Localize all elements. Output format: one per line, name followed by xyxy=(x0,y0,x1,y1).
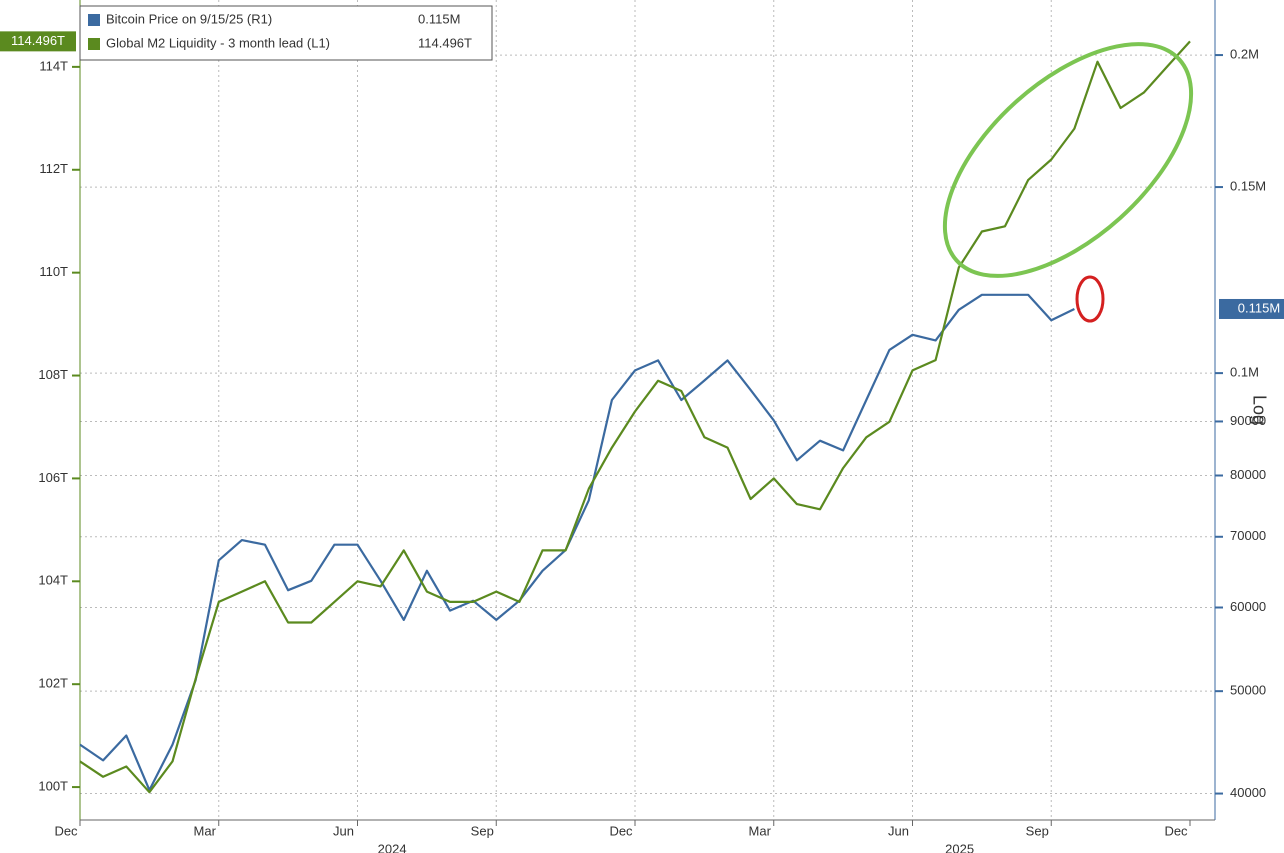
x-tick-label: Mar xyxy=(749,823,772,838)
legend-swatch xyxy=(88,14,100,26)
legend-label: Bitcoin Price on 9/15/25 (R1) xyxy=(106,11,272,26)
plot: 100T 102T 104T 106T 108T 110T 112T 114T 40000 500… xyxy=(0,31,1284,853)
y-tick-label: 110T xyxy=(39,264,68,279)
x-tick-label: Dec xyxy=(609,823,633,838)
x-tick-label: Dec xyxy=(54,823,78,838)
legend-swatch xyxy=(88,38,100,50)
y2-tick-label: 0.15M xyxy=(1230,179,1266,194)
y-tick-label: 106T xyxy=(38,470,68,485)
y2-tick-label: 0.1M xyxy=(1230,365,1259,380)
y-tick-label: 100T xyxy=(38,779,68,794)
highlight-ellipse xyxy=(942,42,1194,278)
last-value-label: 114.496T xyxy=(11,33,65,48)
y2-tick-label: 40000 xyxy=(1230,785,1266,800)
legend: Bitcoin Price on 9/15/25 (R1) 0.115M Globa… xyxy=(79,5,493,61)
series-line xyxy=(79,40,1191,794)
last-value-tag xyxy=(0,31,76,52)
x-tick-label: Sep xyxy=(471,823,494,838)
legend-box xyxy=(79,5,493,61)
y2-tick-label: 60000 xyxy=(1230,599,1266,614)
y2-tick-label: 90000 xyxy=(1230,413,1266,428)
legend-label: Global M2 Liquidity - 3 month lead (L1) xyxy=(106,35,330,50)
y-tick-label: 108T xyxy=(38,367,68,382)
highlight-circle xyxy=(1075,275,1105,323)
y-tick-label: 102T xyxy=(38,676,68,691)
y2-tick-label: 0.2M xyxy=(1230,47,1259,62)
y-tick-label: 112T xyxy=(39,161,68,176)
legend-value: 0.115M xyxy=(418,11,460,26)
last-value-tag xyxy=(1219,298,1284,319)
x-group-label: 2024 xyxy=(378,841,407,853)
last-value-label: 0.115M xyxy=(1238,300,1280,315)
legend-value: 114.496T xyxy=(418,35,472,50)
x-tick-label: Dec xyxy=(1164,823,1188,838)
y-tick-label: 104T xyxy=(38,573,68,588)
x-group-label: 2025 xyxy=(945,841,974,853)
y-tick-label: 114T xyxy=(39,58,68,73)
scale-label: Log xyxy=(1249,395,1269,425)
x-tick-label: Mar xyxy=(194,823,217,838)
y2-tick-label: 80000 xyxy=(1230,467,1266,482)
x-tick-label: Jun xyxy=(888,823,909,838)
y2-tick-label: 70000 xyxy=(1230,528,1266,543)
series-line xyxy=(79,293,1075,792)
x-tick-label: Jun xyxy=(333,823,354,838)
y2-tick-label: 50000 xyxy=(1230,683,1266,698)
x-tick-label: Sep xyxy=(1026,823,1049,838)
